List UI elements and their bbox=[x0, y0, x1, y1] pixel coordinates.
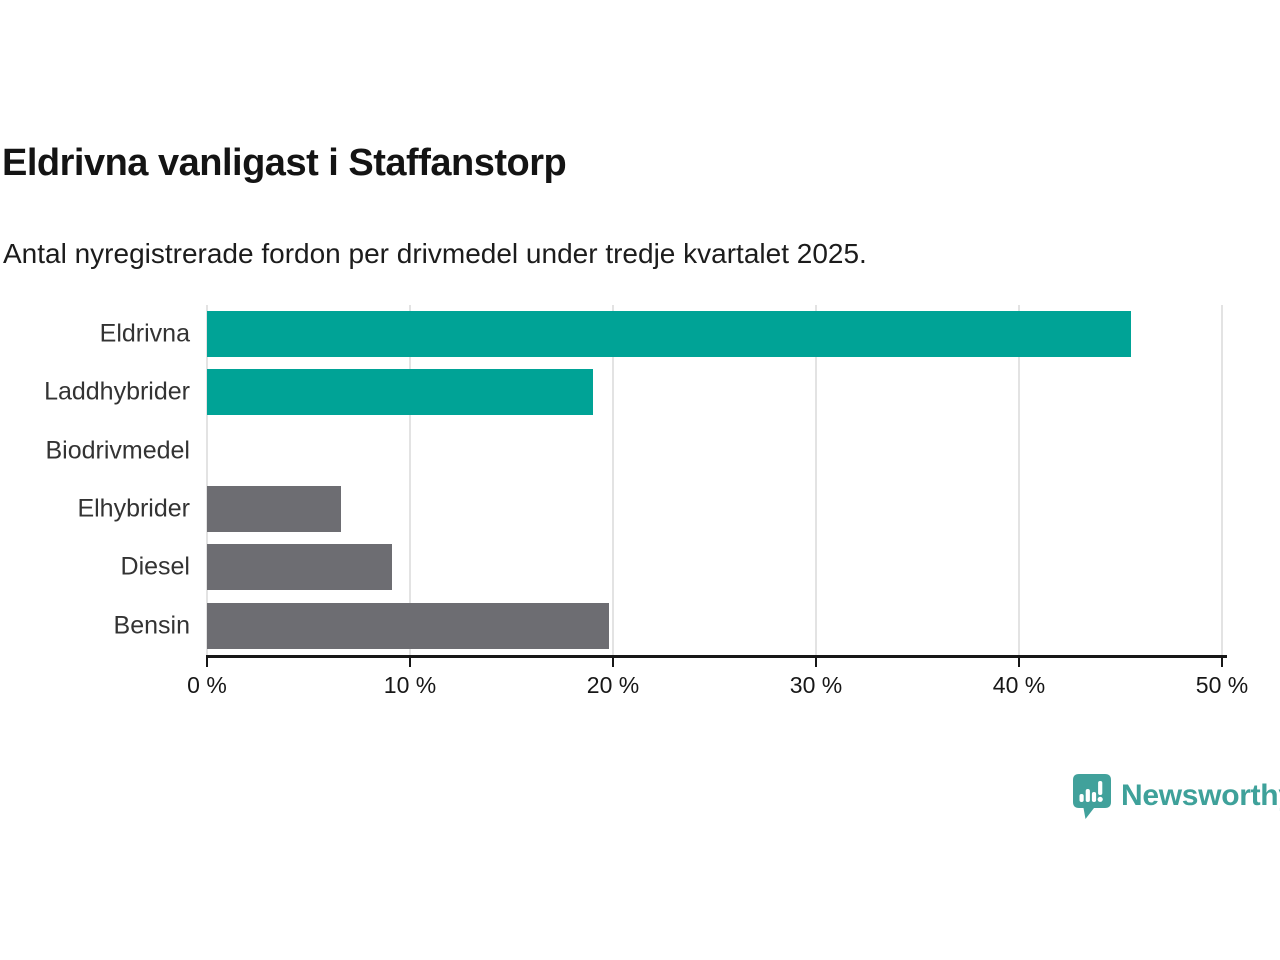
category-label: Eldrivna bbox=[99, 319, 190, 348]
category-label: Bensin bbox=[113, 611, 190, 640]
x-axis-tick bbox=[1018, 658, 1020, 667]
plot-area: Eldrivna Laddhybrider Biodrivmedel Elhybrid… bbox=[44, 305, 1248, 698]
category-label: Diesel bbox=[120, 552, 190, 581]
bar-row: Bensin bbox=[114, 597, 1222, 655]
x-axis-tick bbox=[612, 658, 614, 667]
category-label: Biodrivmedel bbox=[45, 436, 190, 465]
x-axis-tick bbox=[1221, 658, 1223, 667]
gridline bbox=[206, 305, 208, 655]
gridline bbox=[409, 305, 411, 655]
x-axis-tick-label: 20 % bbox=[586, 672, 640, 698]
gridline bbox=[1221, 305, 1223, 655]
category-label: Elhybrider bbox=[77, 494, 190, 523]
bar-row: Elhybrider bbox=[77, 480, 1222, 538]
bar-eldrivna bbox=[207, 311, 1131, 358]
newsworthy-logo-text: Newsworthy bbox=[1121, 779, 1280, 812]
x-axis-tick-label: 10 % bbox=[383, 672, 437, 698]
bar-bensin bbox=[207, 602, 609, 649]
bar-rows: Eldrivna Laddhybrider Biodrivmedel Elhybrid… bbox=[44, 305, 1222, 655]
x-axis-tick bbox=[815, 658, 817, 667]
bar-laddhybrider bbox=[207, 369, 593, 416]
gridline bbox=[612, 305, 614, 655]
x-axis-tick-label: 30 % bbox=[789, 672, 843, 698]
chart-subtitle: Antal nyregistrerade fordon per drivmede… bbox=[3, 238, 867, 269]
bar-elhybrider bbox=[207, 486, 341, 533]
bar-row: Laddhybrider bbox=[44, 363, 1222, 421]
bar-diesel bbox=[207, 544, 392, 591]
newsworthy-bar-chart-bubble-icon bbox=[1072, 774, 1112, 827]
newsworthy-logo: Newsworthy bbox=[1072, 774, 1280, 827]
x-axis-tick bbox=[206, 658, 208, 667]
x-axis-line bbox=[206, 655, 1227, 658]
bar-row: Eldrivna bbox=[100, 305, 1222, 363]
category-label: Laddhybrider bbox=[44, 377, 190, 406]
bar-row: Diesel bbox=[121, 538, 1222, 596]
gridline bbox=[815, 305, 817, 655]
chart-title: Eldrivna vanligast i Staffanstorp bbox=[2, 142, 567, 184]
gridline bbox=[1018, 305, 1020, 655]
x-axis-tick-label: 50 % bbox=[1195, 672, 1249, 698]
x-axis-tick-label: 40 % bbox=[992, 672, 1046, 698]
bar-row: Biodrivmedel bbox=[45, 422, 1222, 480]
x-axis-tick bbox=[409, 658, 411, 667]
x-axis-tick-label: 0 % bbox=[187, 672, 227, 698]
